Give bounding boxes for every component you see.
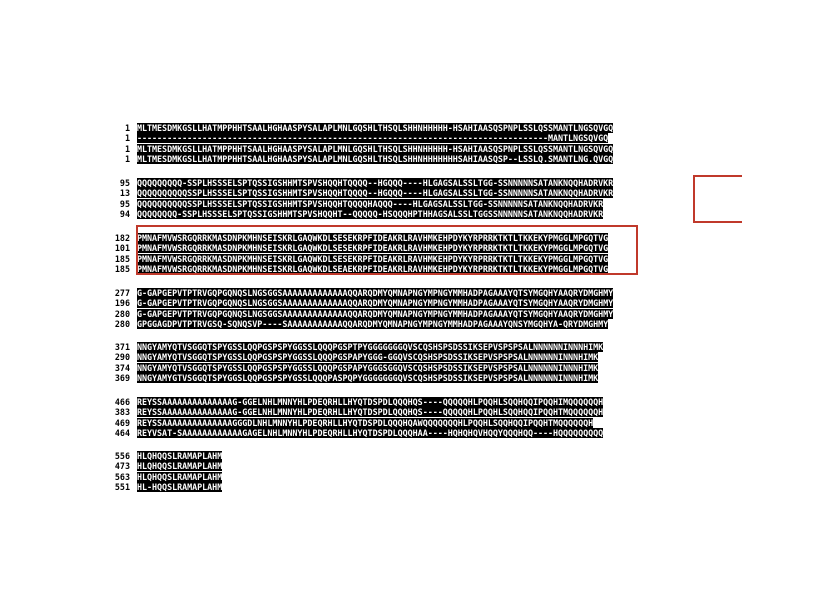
- aligned-sequence: NNGYAMYQTVSGGQTSPYGSSLQQPGSPSPYGGSSLQQQP…: [137, 362, 599, 373]
- residue-start-number: 1: [124, 143, 130, 154]
- aligned-sequence: NNGYAMYGTVSGGQTSPYGGSLQQPGSPSPYGSSLQQQPA…: [137, 372, 599, 383]
- aligned-sequence: GPGGAGDPVTPTRVGSQ-SQNQSVP----SAAAAAAAAAA…: [137, 318, 609, 329]
- residue-start-number: 563: [114, 471, 130, 482]
- residue-start-number: 95: [119, 198, 130, 209]
- aligned-sequence: HLQHQQSLRAMAPLAHM: [137, 471, 223, 482]
- residue-start-number: 473: [114, 461, 130, 472]
- aligned-sequence: MLTMESDMKGSLLHATMPPHHTSAALHGHAASPYSALAPL…: [137, 143, 614, 154]
- residue-start-number: 1: [124, 153, 130, 164]
- aligned-sequence: PMNAFMVWSRGQRRKMASDNPKMHNSEISKRLGAQWKDLS…: [137, 233, 609, 243]
- aligned-sequence: MLTMESDMKGSLLHATMPPHHTSAALHGHAASPYSALAPL…: [137, 153, 614, 164]
- aligned-sequence: QQQQQQQQQQSSPLHSSSELSPTQSSIGSHHMTSPVSHQQ…: [137, 198, 604, 209]
- highlight-box-domain-end: [693, 175, 742, 223]
- residue-start-number: 101: [114, 243, 130, 254]
- highlight-box-domain-main: [136, 225, 638, 275]
- aligned-sequence: HLQHQQSLRAMAPLAHM: [137, 461, 223, 472]
- residue-start-number: 369: [114, 372, 130, 383]
- residue-start-number: 185: [114, 253, 130, 264]
- aligned-sequence: QQQQQQQQ-SSPLHSSSELSPTQSSIGSHHMTSPVSHQQH…: [137, 208, 604, 219]
- residue-start-number: 95: [119, 178, 130, 188]
- residue-start-number: 280: [114, 318, 130, 329]
- aligned-sequence: REYSSAAAAAAAAAAAAAAG-GGELNHLMNNYHLPDEQRH…: [137, 397, 604, 407]
- aligned-sequence: REYSSAAAAAAAAAAAAAAGGGDLNHLMNNYHLPDEQRHL…: [137, 417, 594, 428]
- residue-start-number: 466: [114, 397, 130, 407]
- aligned-sequence: REYSSAAAAAAAAAAAAAAG-GGELNHLMNNYHLPDEQRH…: [137, 407, 604, 418]
- aligned-sequence: ----------------------------------------…: [137, 133, 609, 144]
- aligned-sequence: MLTMESDMKGSLLHATMPPHHTSAALHGHAASPYSALAPL…: [137, 123, 614, 133]
- aligned-sequence: REYVSAT-SAAAAAAAAAAAAGAGELNHLMNNYHLPDEQR…: [137, 427, 604, 438]
- aligned-sequence: NNGYAMYQTVSGGQTSPYGSSLQQPGSPSPYGGSSLQQQP…: [137, 352, 599, 363]
- aligned-sequence: NNGYAMYQTVSGGQTSPYGSSLQQPGSPSPYGGSSLQQQP…: [137, 342, 604, 352]
- residue-start-number: 374: [114, 362, 130, 373]
- residue-start-number: 182: [114, 233, 130, 243]
- residue-start-number: 556: [114, 451, 130, 461]
- aligned-sequence: PMNAFMVWSRGQRRKMASDNPKMHNSEISKRLGAQWKDLS…: [137, 253, 609, 264]
- residue-start-number: 196: [114, 298, 130, 309]
- residue-start-number: 1: [124, 123, 130, 133]
- aligned-sequence: PMNAFMVWSRGQRRKMASDNPKMHNSEISKRLGAQWKDLS…: [137, 263, 609, 274]
- residue-start-number: 13: [119, 188, 130, 199]
- residue-start-number: 94: [119, 208, 130, 219]
- aligned-sequence: G-GAPGEPVTPTRVGQPGQNQSLNGSGGSAAAAAAAAAAA…: [137, 298, 614, 309]
- aligned-sequence: QQQQQQQQQQSSPLHSSSELSPTQSSIGSHHMTSPVSHQQ…: [137, 188, 614, 199]
- aligned-sequence: G-GAPGEPVTPTRVGQPGQNQSLNGSGGSAAAAAAAAAAA…: [137, 288, 614, 298]
- aligned-sequence: PMNAFMVWSRGQRRKMASDNPKMHNSEISKRLGAQWKDLS…: [137, 243, 609, 254]
- residue-start-number: 464: [114, 427, 130, 438]
- residue-start-number: 469: [114, 417, 130, 428]
- residue-start-number: 383: [114, 407, 130, 418]
- residue-start-number: 1: [124, 133, 130, 144]
- residue-start-number: 185: [114, 263, 130, 274]
- aligned-sequence: QQQQQQQQQ-SSPLHSSSELSPTQSSIGSHHMTSPVSHQQ…: [137, 178, 614, 188]
- residue-start-number: 290: [114, 352, 130, 363]
- aligned-sequence: G-GAPGEPVTPTRVGQPGQNQSLNGSGGSAAAAAAAAAAA…: [137, 308, 614, 319]
- residue-start-number: 551: [114, 481, 130, 492]
- residue-start-number: 277: [114, 288, 130, 298]
- residue-start-number: 371: [114, 342, 130, 352]
- aligned-sequence: HLQHQQSLRAMAPLAHM: [137, 451, 223, 461]
- aligned-sequence: HL-HQQSLRAMAPLAHM: [137, 481, 223, 492]
- residue-start-number: 280: [114, 308, 130, 319]
